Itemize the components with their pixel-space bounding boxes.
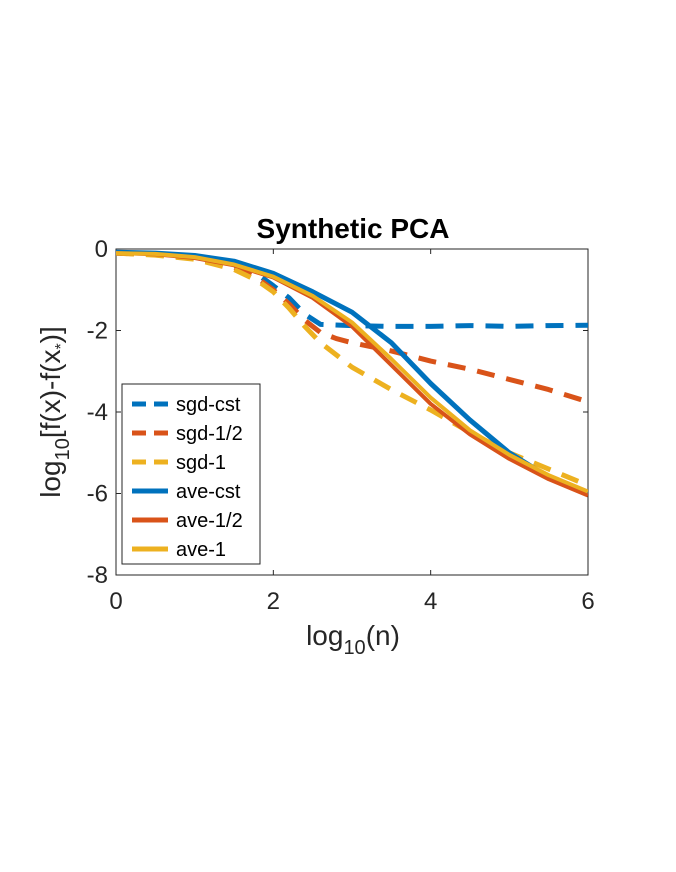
- series-lines: [116, 249, 588, 498]
- y-axis-label-subsub: *: [53, 343, 70, 349]
- y-axis-label-base: log: [35, 460, 66, 497]
- y-axis-label-rest2: )]: [35, 326, 66, 343]
- y-tick-label: -4: [87, 399, 108, 426]
- legend: sgd-cst sgd-1/2 sgd-1 ave-cst ave-1/2 ave-1: [121, 383, 261, 565]
- x-tick-label: 0: [109, 588, 122, 615]
- series-line-ave-1: [116, 251, 588, 494]
- x-axis-label: log10(n): [306, 620, 400, 659]
- legend-label: ave-cst: [176, 481, 241, 503]
- legend-label: ave-1/2: [176, 510, 243, 532]
- legend-label: sgd-cst: [176, 394, 241, 416]
- y-tick-label: -2: [87, 318, 108, 345]
- x-tick-label: 6: [581, 588, 594, 615]
- y-tick-label: -6: [87, 481, 108, 508]
- y-axis-label-rest1: [f(x)-f(x: [35, 350, 66, 439]
- x-tick-label: 2: [267, 588, 280, 615]
- y-tick-label: 0: [95, 236, 108, 263]
- legend-label: sgd-1/2: [176, 423, 243, 445]
- x-tick-label: 4: [424, 588, 437, 615]
- legend-label: ave-1: [176, 539, 226, 561]
- y-tick-label: -8: [87, 562, 108, 589]
- legend-label: sgd-1: [176, 452, 226, 474]
- x-axis-label-sub: 10: [343, 637, 365, 659]
- y-axis-label-sub: 10: [52, 438, 74, 460]
- y-axis-label: log10[f(x)-f(x*)]: [35, 326, 74, 498]
- x-axis-label-rest: (n): [366, 620, 400, 651]
- axis-ticks: 0 2 4 6 0 -2 -4 -6 -8: [87, 236, 595, 615]
- chart-title: Synthetic PCA: [257, 213, 450, 244]
- legend-box: [121, 383, 261, 565]
- x-axis-label-base: log: [306, 620, 343, 651]
